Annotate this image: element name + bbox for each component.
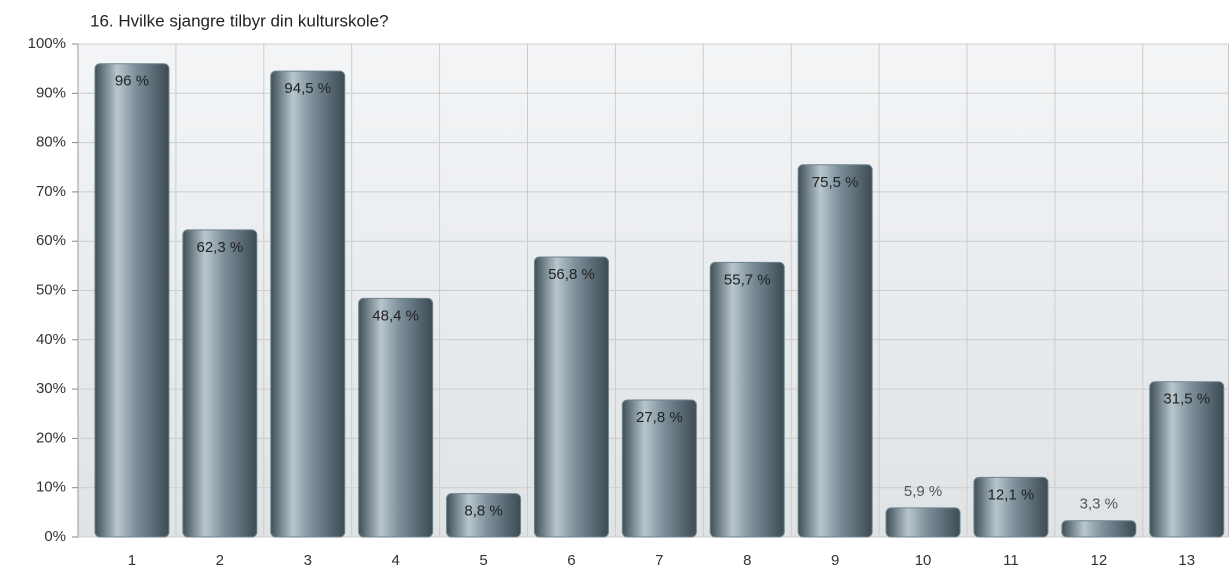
value-label: 3,3 % (1080, 496, 1118, 513)
value-label: 5,9 % (904, 483, 942, 500)
value-label: 94,5 % (284, 80, 331, 97)
value-label: 96 % (115, 73, 149, 90)
x-tick-label: 1 (128, 552, 136, 569)
bar (973, 476, 1049, 538)
value-label: 56,8 % (548, 266, 595, 283)
x-tick-label: 7 (655, 552, 663, 569)
bar (270, 70, 346, 538)
value-label: 8,8 % (464, 503, 502, 520)
value-label: 62,3 % (196, 239, 243, 256)
x-tick-label: 4 (391, 552, 399, 569)
bar (885, 507, 961, 538)
bar (446, 493, 522, 538)
x-tick-label: 3 (304, 552, 312, 569)
bar (533, 256, 609, 538)
bar (1149, 381, 1225, 538)
value-label: 55,7 % (724, 271, 771, 288)
y-tick-label: 60% (36, 232, 66, 249)
y-tick-label: 80% (36, 134, 66, 151)
value-label: 31,5 % (1163, 391, 1210, 408)
y-tick-label: 20% (36, 429, 66, 446)
bar (621, 399, 697, 538)
y-tick-label: 10% (36, 479, 66, 496)
x-tick-label: 2 (216, 552, 224, 569)
y-tick-label: 100% (28, 35, 66, 52)
y-tick-label: 90% (36, 84, 66, 101)
x-tick-label: 13 (1178, 552, 1195, 569)
y-tick-label: 70% (36, 183, 66, 200)
x-tick-label: 10 (915, 552, 932, 569)
x-tick-label: 12 (1091, 552, 1108, 569)
bar (709, 261, 785, 538)
y-tick-label: 40% (36, 331, 66, 348)
y-tick-label: 0% (44, 528, 66, 545)
y-tick-label: 30% (36, 380, 66, 397)
bar (797, 164, 873, 538)
bar (1061, 520, 1137, 538)
x-tick-label: 5 (479, 552, 487, 569)
value-label: 27,8 % (636, 409, 683, 426)
bar (94, 63, 170, 538)
x-tick-label: 11 (1003, 552, 1019, 569)
x-tick-label: 6 (567, 552, 575, 569)
value-label: 48,4 % (372, 307, 419, 324)
value-label: 75,5 % (812, 174, 859, 191)
value-label: 12,1 % (988, 486, 1035, 503)
x-tick-label: 8 (743, 552, 751, 569)
chart-title: 16. Hvilke sjangre tilbyr din kulturskol… (90, 11, 389, 30)
bar (358, 297, 434, 538)
y-tick-label: 50% (36, 281, 66, 298)
x-tick-label: 9 (831, 552, 839, 569)
bar (182, 229, 258, 538)
